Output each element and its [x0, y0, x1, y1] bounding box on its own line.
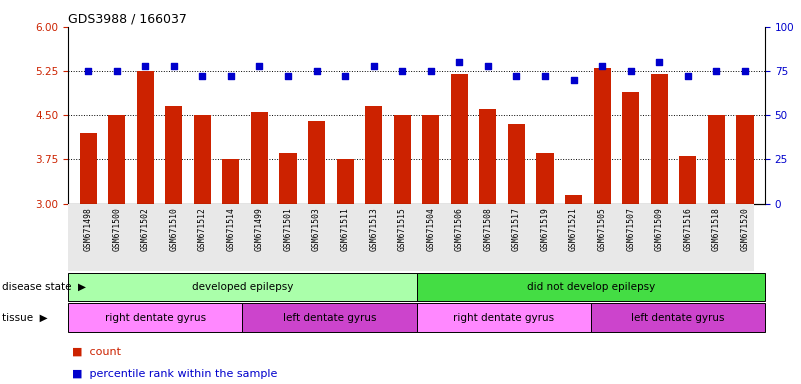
Text: GSM671515: GSM671515: [398, 207, 407, 251]
Bar: [393, 115, 411, 204]
Bar: [679, 156, 696, 204]
Bar: [708, 115, 725, 204]
Bar: [590, 303, 765, 332]
Bar: [194, 115, 211, 204]
Text: GDS3988 / 166037: GDS3988 / 166037: [68, 13, 187, 26]
Bar: [251, 112, 268, 204]
Text: GSM671521: GSM671521: [569, 207, 578, 251]
Text: GSM671498: GSM671498: [83, 207, 93, 251]
Text: GSM671519: GSM671519: [541, 207, 549, 251]
Point: [82, 68, 95, 74]
Point: [510, 73, 523, 79]
Point: [253, 63, 266, 69]
Bar: [308, 121, 325, 204]
Point: [653, 59, 666, 65]
Text: GSM671501: GSM671501: [284, 207, 292, 251]
Text: GSM671513: GSM671513: [369, 207, 378, 251]
Point: [196, 73, 209, 79]
Point: [481, 63, 494, 69]
Text: GSM671509: GSM671509: [654, 207, 664, 251]
Text: GSM671503: GSM671503: [312, 207, 321, 251]
Bar: [242, 303, 417, 332]
Text: left dentate gyrus: left dentate gyrus: [631, 313, 725, 323]
Point: [425, 68, 437, 74]
Bar: [650, 74, 668, 204]
Bar: [68, 303, 242, 332]
Text: left dentate gyrus: left dentate gyrus: [283, 313, 376, 323]
Text: ■  count: ■ count: [72, 346, 121, 356]
Text: GSM671500: GSM671500: [112, 207, 121, 251]
Text: GSM671517: GSM671517: [512, 207, 521, 251]
Bar: [622, 92, 639, 204]
Point: [739, 68, 751, 74]
Bar: [594, 68, 610, 204]
Point: [682, 73, 694, 79]
Text: tissue  ▶: tissue ▶: [2, 313, 47, 323]
Bar: [417, 303, 590, 332]
Point: [624, 68, 637, 74]
Point: [453, 59, 465, 65]
Text: GSM671511: GSM671511: [340, 207, 349, 251]
Point: [368, 63, 380, 69]
Text: GSM671512: GSM671512: [198, 207, 207, 251]
Text: ■  percentile rank within the sample: ■ percentile rank within the sample: [72, 369, 277, 379]
Bar: [508, 124, 525, 204]
Text: GSM671514: GSM671514: [227, 207, 235, 251]
Bar: [451, 74, 468, 204]
Bar: [79, 133, 97, 204]
Text: right dentate gyrus: right dentate gyrus: [105, 313, 206, 323]
Bar: [108, 115, 125, 204]
Point: [339, 73, 352, 79]
Text: GSM671516: GSM671516: [683, 207, 692, 251]
Text: GSM671506: GSM671506: [455, 207, 464, 251]
Text: GSM671508: GSM671508: [484, 207, 493, 251]
Point: [282, 73, 295, 79]
Text: GSM671504: GSM671504: [426, 207, 435, 251]
Text: developed epilepsy: developed epilepsy: [191, 282, 293, 292]
Bar: [422, 115, 440, 204]
Point: [538, 73, 551, 79]
Bar: [417, 273, 765, 301]
Bar: [479, 109, 497, 204]
Text: GSM671510: GSM671510: [169, 207, 179, 251]
Bar: [336, 159, 354, 204]
Point: [224, 73, 237, 79]
Bar: [537, 154, 553, 204]
Bar: [280, 154, 296, 204]
Text: GSM671507: GSM671507: [626, 207, 635, 251]
Point: [111, 68, 123, 74]
Bar: [565, 195, 582, 204]
Text: GSM671518: GSM671518: [712, 207, 721, 251]
Text: did not develop epilepsy: did not develop epilepsy: [526, 282, 655, 292]
Point: [396, 68, 409, 74]
Point: [567, 77, 580, 83]
Bar: [365, 106, 382, 204]
Point: [596, 63, 609, 69]
Text: GSM671502: GSM671502: [141, 207, 150, 251]
Bar: [736, 115, 754, 204]
Text: right dentate gyrus: right dentate gyrus: [453, 313, 554, 323]
Point: [139, 63, 151, 69]
Text: GSM671499: GSM671499: [255, 207, 264, 251]
Bar: [68, 273, 417, 301]
Point: [310, 68, 323, 74]
Point: [167, 63, 180, 69]
Point: [710, 68, 723, 74]
Bar: [165, 106, 183, 204]
Text: GSM671520: GSM671520: [740, 207, 750, 251]
Bar: [137, 71, 154, 204]
Text: disease state  ▶: disease state ▶: [2, 282, 86, 292]
Text: GSM671505: GSM671505: [598, 207, 606, 251]
Bar: [223, 159, 239, 204]
